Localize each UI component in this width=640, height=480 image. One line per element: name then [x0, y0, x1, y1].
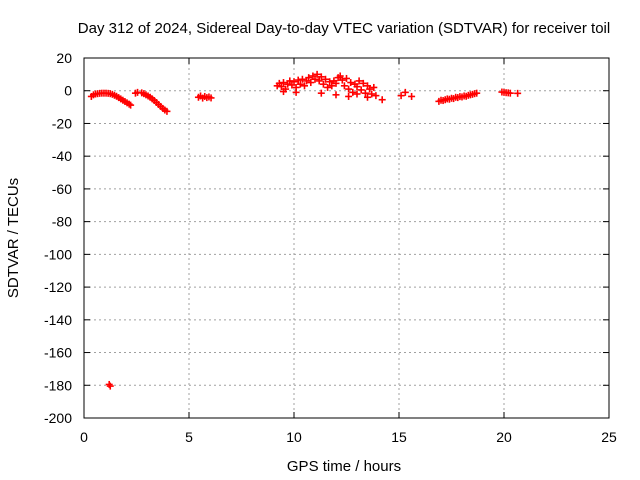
y-tick-label: -160	[44, 345, 72, 361]
data-point	[332, 91, 340, 99]
data-point	[353, 83, 361, 91]
data-point	[345, 92, 353, 100]
data-point	[514, 89, 522, 97]
plot-frame	[83, 57, 610, 419]
x-tick-label: 10	[286, 429, 302, 445]
data-point	[311, 75, 319, 83]
data-point	[207, 94, 215, 102]
data-point	[349, 88, 357, 96]
data-point	[353, 90, 361, 98]
data-point	[105, 380, 113, 388]
data-point	[125, 100, 133, 108]
data-point	[473, 89, 481, 97]
data-point	[357, 86, 365, 94]
x-tick-label: 5	[185, 429, 193, 445]
x-tick-label: 25	[601, 429, 617, 445]
data-point	[317, 89, 325, 97]
y-tick-label: -180	[44, 377, 72, 393]
x-tick-label: 20	[496, 429, 512, 445]
data-point	[328, 82, 336, 90]
data-point	[313, 70, 321, 78]
y-tick-label: 0	[64, 83, 72, 99]
data-point	[359, 79, 367, 87]
data-point	[296, 80, 304, 88]
y-tick-label: -120	[44, 279, 72, 295]
data-point	[315, 77, 323, 85]
data-point	[301, 82, 308, 90]
data-point	[292, 88, 300, 96]
data-point	[366, 85, 374, 93]
data-point	[347, 79, 355, 87]
data-point	[372, 92, 380, 100]
x-tick-label: 15	[391, 429, 407, 445]
x-axis-label: GPS time / hours	[287, 458, 401, 475]
data-point	[280, 79, 287, 87]
x-tick-label: 0	[80, 429, 88, 445]
data-point	[307, 79, 315, 87]
y-tick-label: 20	[56, 50, 72, 66]
data-point	[336, 72, 344, 80]
data-point	[286, 77, 294, 85]
data-point	[364, 93, 371, 101]
data-point	[290, 78, 298, 86]
data-point	[378, 96, 386, 104]
data-point	[277, 83, 285, 91]
y-tick-label: -60	[52, 181, 72, 197]
data-point	[361, 89, 369, 97]
data-point	[338, 76, 346, 84]
data-point	[326, 78, 334, 86]
data-point	[322, 75, 329, 83]
y-axis-label: SDTVAR / TECUs	[5, 178, 22, 298]
y-tick-label: -100	[44, 246, 72, 262]
data-point	[506, 89, 514, 97]
data-point	[397, 92, 405, 100]
grid	[84, 58, 609, 418]
data-point	[317, 73, 325, 81]
data-point	[298, 75, 306, 83]
axis-ticks: 0 5 10 15 20 25-200-180-160-140-120-100-80-60…	[44, 50, 617, 445]
data-point	[345, 85, 353, 93]
data-point	[340, 82, 348, 90]
data-point	[324, 83, 332, 91]
data-point	[332, 79, 340, 87]
data-point	[370, 83, 378, 91]
y-tick-label: -140	[44, 312, 72, 328]
data-point	[280, 88, 287, 96]
data-point	[401, 88, 409, 96]
data-point	[355, 77, 363, 85]
y-tick-label: -200	[44, 410, 72, 426]
data-point	[106, 382, 114, 390]
y-tick-label: -20	[52, 115, 72, 131]
data-point	[305, 74, 313, 82]
data-point	[408, 92, 416, 100]
data-point	[163, 107, 171, 115]
data-point	[127, 101, 135, 109]
chart-title: Day 312 of 2024, Sidereal Day-to-day VTE…	[78, 20, 610, 37]
y-tick-label: -80	[52, 214, 72, 230]
data-point	[294, 76, 302, 84]
data-point	[368, 90, 376, 98]
data-points	[87, 70, 522, 390]
y-tick-label: -40	[52, 148, 72, 164]
data-point	[319, 80, 327, 88]
data-point	[343, 74, 350, 82]
